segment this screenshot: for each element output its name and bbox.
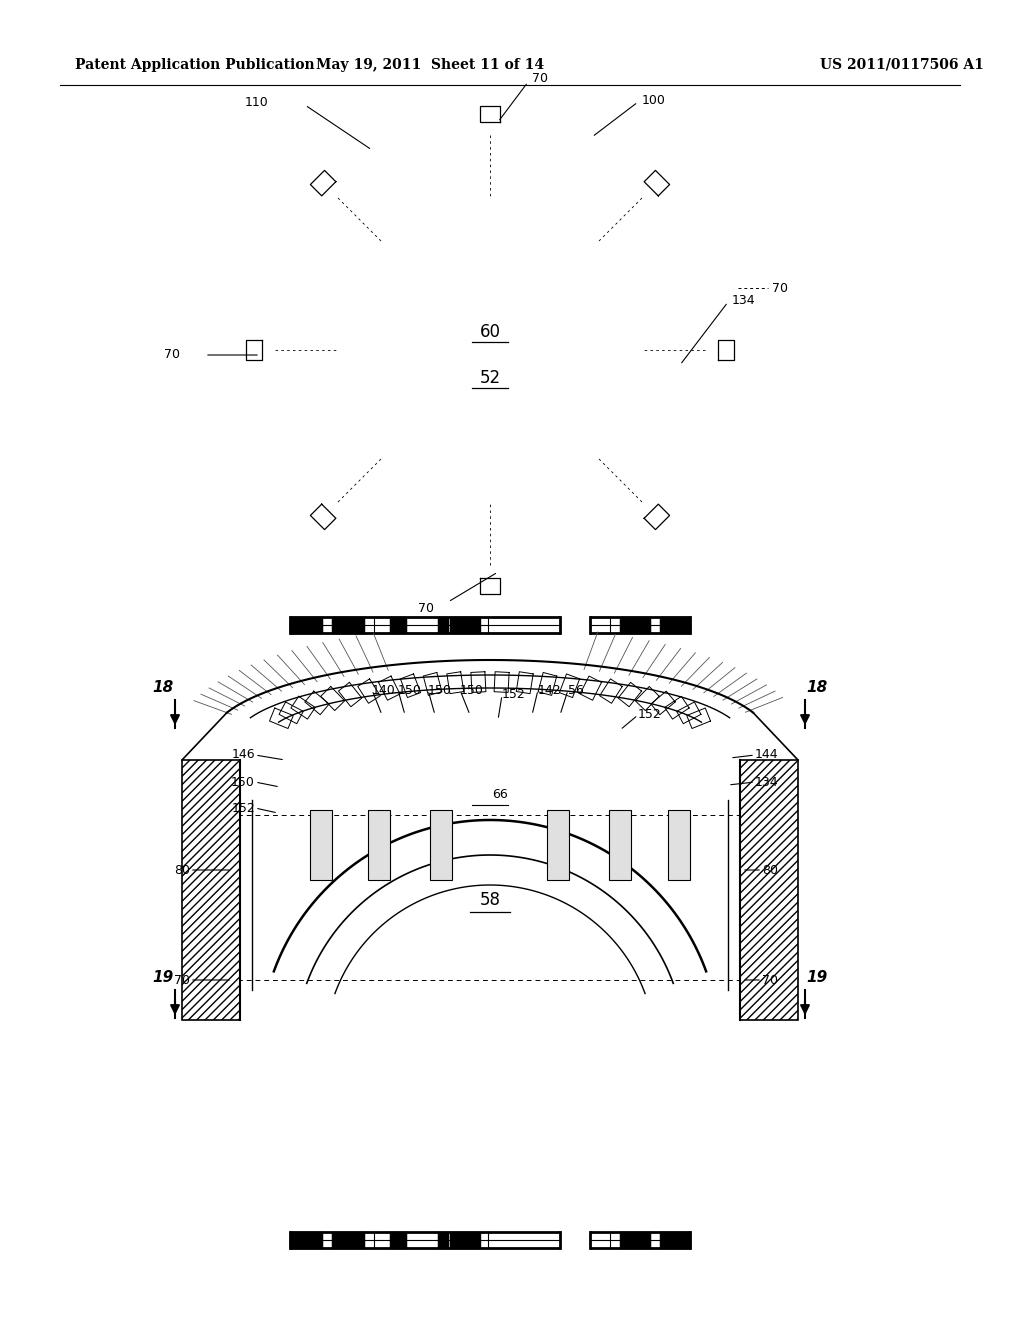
Text: 52: 52: [479, 370, 501, 387]
Text: 70: 70: [418, 602, 434, 615]
Text: 150: 150: [460, 684, 484, 697]
Bar: [290, 616, 322, 634]
Bar: [438, 616, 449, 634]
Text: 70: 70: [164, 348, 180, 362]
Text: 134: 134: [755, 776, 778, 788]
Bar: [430, 810, 452, 880]
Text: 70: 70: [762, 974, 778, 986]
Bar: [609, 810, 631, 880]
Bar: [660, 616, 690, 634]
Bar: [310, 810, 332, 880]
Text: 66: 66: [493, 788, 508, 801]
Bar: [547, 810, 569, 880]
Bar: [290, 1232, 322, 1247]
Text: 70: 70: [174, 974, 190, 986]
Text: 18: 18: [153, 681, 174, 696]
Text: 19: 19: [806, 970, 827, 986]
Bar: [450, 616, 480, 634]
Text: 60: 60: [479, 323, 501, 341]
Text: 134: 134: [732, 293, 756, 306]
Text: 18: 18: [806, 681, 827, 696]
Bar: [390, 1232, 406, 1247]
Text: 146: 146: [231, 748, 255, 762]
Bar: [620, 616, 650, 634]
Bar: [332, 616, 364, 634]
Text: US 2011/0117506 A1: US 2011/0117506 A1: [820, 58, 984, 73]
Bar: [450, 1232, 480, 1247]
Bar: [438, 1232, 449, 1247]
Text: 58: 58: [479, 891, 501, 909]
Text: 150: 150: [428, 684, 452, 697]
Text: 140: 140: [372, 684, 395, 697]
Bar: [390, 616, 406, 634]
Bar: [668, 810, 690, 880]
Text: May 19, 2011  Sheet 11 of 14: May 19, 2011 Sheet 11 of 14: [316, 58, 544, 73]
FancyBboxPatch shape: [182, 760, 240, 1020]
Text: 144: 144: [755, 748, 778, 762]
Text: 56: 56: [568, 684, 584, 697]
Text: 80: 80: [174, 863, 190, 876]
Bar: [660, 1232, 690, 1247]
Text: 150: 150: [231, 776, 255, 788]
Text: 100: 100: [642, 94, 666, 107]
Bar: [332, 1232, 364, 1247]
Bar: [620, 1232, 650, 1247]
Text: 152: 152: [231, 801, 255, 814]
Text: 142: 142: [538, 684, 561, 697]
Text: 70: 70: [532, 71, 548, 84]
Text: 152: 152: [502, 689, 525, 701]
Bar: [368, 810, 390, 880]
FancyBboxPatch shape: [740, 760, 798, 1020]
Text: 150: 150: [398, 684, 422, 697]
Text: 110: 110: [245, 95, 268, 108]
Text: Patent Application Publication: Patent Application Publication: [75, 58, 314, 73]
Text: 80: 80: [762, 863, 778, 876]
Text: 19: 19: [153, 970, 174, 986]
Text: 152: 152: [638, 709, 662, 722]
Text: 70: 70: [772, 281, 788, 294]
